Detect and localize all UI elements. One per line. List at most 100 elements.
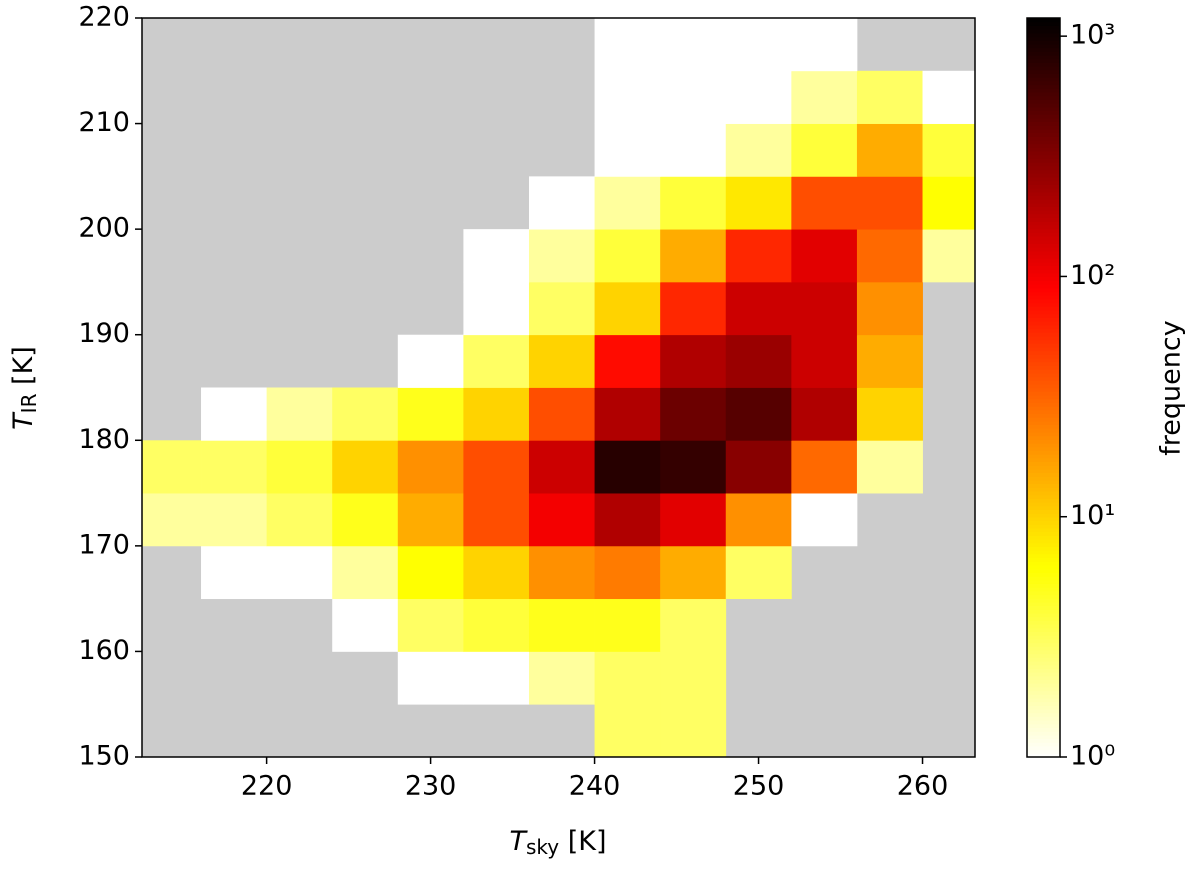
colorbar-step <box>1027 564 1060 570</box>
colorbar-step <box>1027 265 1060 270</box>
cell <box>528 176 595 230</box>
cell <box>594 598 661 652</box>
cell <box>397 387 464 441</box>
colorbar-step <box>1027 269 1060 274</box>
cell <box>594 387 661 441</box>
colorbar-step <box>1027 339 1060 344</box>
colorbar-step <box>1027 372 1060 378</box>
cell <box>660 281 727 336</box>
colorbar-step <box>1027 32 1060 38</box>
cell <box>266 440 333 494</box>
cell <box>725 281 792 336</box>
plot-frame <box>141 17 976 758</box>
colorbar-step <box>1027 457 1060 462</box>
colorbar-step <box>1027 80 1060 86</box>
colorbar-step <box>1027 742 1060 747</box>
x-tick-label: 240 <box>569 771 621 802</box>
colorbar-step <box>1027 357 1060 363</box>
colorbar-step <box>1027 287 1060 293</box>
colorbar-step <box>1027 612 1060 618</box>
colorbar-step <box>1027 191 1060 196</box>
colorbar-step <box>1027 202 1060 208</box>
cell <box>725 229 792 283</box>
cell <box>142 440 202 494</box>
colorbar-step <box>1027 660 1060 666</box>
colorbar-step <box>1027 284 1060 289</box>
colorbar-step <box>1027 169 1060 174</box>
colorbar-step <box>1027 720 1060 725</box>
colorbar-step <box>1027 402 1060 407</box>
colorbar-step <box>1027 391 1060 396</box>
colorbar-step <box>1027 568 1060 573</box>
y-tick-label: 200 <box>78 213 130 244</box>
colorbar-step <box>1027 62 1060 67</box>
colorbar-step <box>1027 247 1060 252</box>
cell <box>791 18 858 72</box>
colorbar-step <box>1027 627 1060 632</box>
colorbar-step <box>1027 461 1060 466</box>
colorbar-step <box>1027 195 1060 200</box>
colorbar-step <box>1027 505 1060 511</box>
colorbar-step <box>1027 431 1060 437</box>
colorbar-step <box>1027 664 1060 669</box>
colorbar-step <box>1027 243 1060 248</box>
colorbar-step <box>1027 535 1060 540</box>
colorbar-step <box>1027 88 1060 93</box>
colorbar-step <box>1027 158 1060 163</box>
colorbar-step <box>1027 657 1060 662</box>
cell <box>397 651 464 705</box>
cell <box>397 440 464 494</box>
colorbar-step <box>1027 328 1060 333</box>
colorbar-step <box>1027 553 1060 559</box>
cell <box>594 704 661 758</box>
cell <box>528 229 595 283</box>
colorbar-step <box>1027 476 1060 481</box>
colorbar-step <box>1027 417 1060 422</box>
colorbar-step <box>1027 542 1060 547</box>
cell <box>201 387 268 441</box>
colorbar-step <box>1027 601 1060 607</box>
colorbar-step <box>1027 99 1060 104</box>
colorbar-step <box>1027 117 1060 123</box>
colorbar-step <box>1027 18 1060 23</box>
colorbar-step <box>1027 690 1060 695</box>
cell <box>528 598 595 652</box>
cell <box>725 545 792 600</box>
cell <box>594 70 661 124</box>
colorbar-step <box>1027 276 1060 281</box>
cell <box>856 176 923 230</box>
colorbar-step <box>1027 21 1060 26</box>
colorbar-step <box>1027 668 1060 673</box>
colorbar-step <box>1027 572 1060 577</box>
cell <box>660 704 727 758</box>
colorbar-step <box>1027 387 1060 392</box>
colorbar-step <box>1027 43 1060 49</box>
cell <box>791 70 858 124</box>
colorbar-step <box>1027 734 1060 740</box>
colorbar-step <box>1027 350 1060 355</box>
colorbar-tick-label: 10² <box>1070 260 1115 291</box>
colorbar-label: frequency <box>1156 320 1187 455</box>
colorbar-step <box>1027 51 1060 56</box>
colorbar-step <box>1027 409 1060 414</box>
x-tick-label: 230 <box>405 771 457 802</box>
colorbar-step <box>1027 217 1060 222</box>
cell <box>922 123 976 177</box>
colorbar-step <box>1027 306 1060 311</box>
colorbar-step <box>1027 598 1060 603</box>
cell <box>660 387 727 441</box>
colorbar-step <box>1027 280 1060 285</box>
cell <box>791 440 858 494</box>
cell <box>594 18 661 72</box>
colorbar-step <box>1027 77 1060 82</box>
colorbar-step <box>1027 232 1060 237</box>
colorbar-step <box>1027 679 1060 684</box>
cell <box>201 493 268 547</box>
colorbar-step <box>1027 446 1060 451</box>
cell <box>397 598 464 652</box>
cell <box>594 334 661 388</box>
colorbar-step <box>1027 250 1060 256</box>
colorbar-step <box>1027 616 1060 621</box>
colorbar-step <box>1027 753 1060 758</box>
colorbar-step <box>1027 653 1060 658</box>
